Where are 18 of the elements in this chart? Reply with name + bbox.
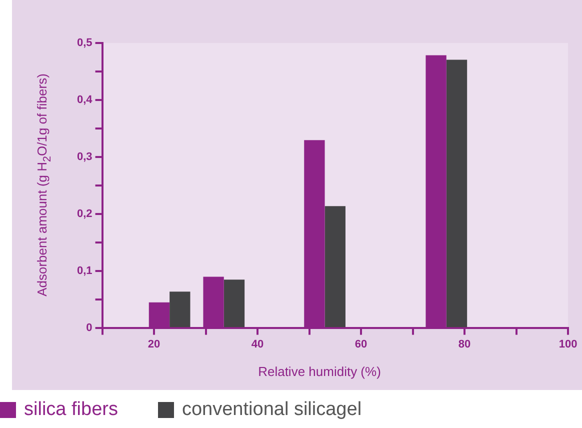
legend-label: silica fibers	[24, 399, 118, 421]
y-tick-label: 0,1	[76, 264, 92, 277]
x-axis-title: Relative humidity (%)	[257, 364, 382, 379]
y-tick-label: 0	[86, 322, 92, 334]
x-tick-label: 80	[458, 338, 471, 350]
y-tick-label: 0,4	[76, 94, 94, 106]
y-tick-label: 0,2	[76, 208, 92, 220]
x-tick-label: 40	[251, 338, 264, 350]
bar	[170, 292, 190, 328]
y-tick-label: 0,3	[76, 150, 92, 163]
legend-label: conventional silicagel	[182, 399, 362, 421]
bar	[446, 60, 468, 328]
bar	[324, 206, 346, 328]
x-tick-label: 20	[148, 338, 160, 350]
y-tick-label: 0,5	[76, 37, 92, 50]
x-tick-label: 100	[558, 338, 578, 350]
bar	[224, 280, 245, 328]
x-tick-label: 60	[354, 338, 368, 350]
